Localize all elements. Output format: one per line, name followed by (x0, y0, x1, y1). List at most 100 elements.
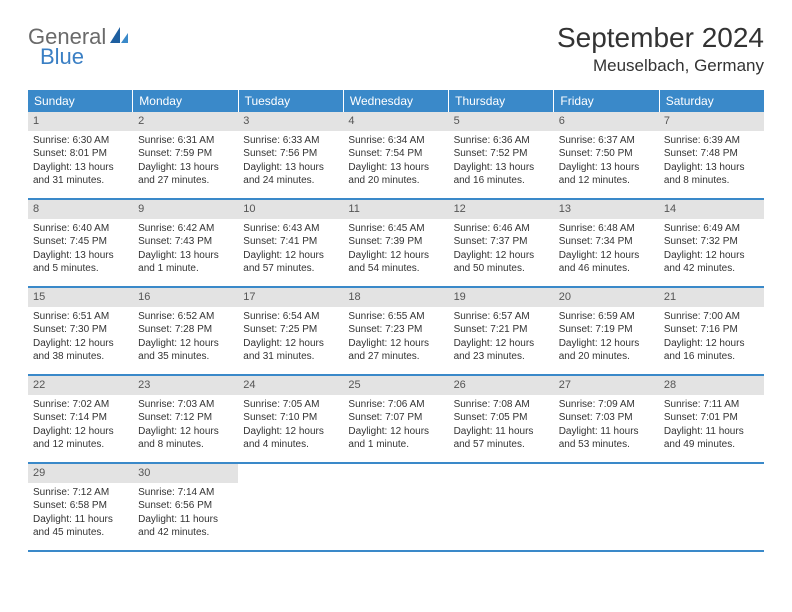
sunset-line: Sunset: 7:12 PM (138, 411, 233, 425)
logo-text-blue-wrap: Blue (40, 44, 84, 70)
daylight-line: Daylight: 12 hours and 20 minutes. (559, 337, 654, 364)
daylight-line: Daylight: 12 hours and 50 minutes. (454, 249, 549, 276)
sunrise-line: Sunrise: 7:11 AM (664, 398, 759, 412)
sunset-line: Sunset: 7:32 PM (664, 235, 759, 249)
day-content: Sunrise: 6:42 AMSunset: 7:43 PMDaylight:… (133, 219, 238, 281)
sunrise-line: Sunrise: 6:57 AM (454, 310, 549, 324)
day-number: 24 (238, 376, 343, 395)
day-number: 20 (554, 288, 659, 307)
day-number: 25 (343, 376, 448, 395)
day-content: Sunrise: 6:57 AMSunset: 7:21 PMDaylight:… (449, 307, 554, 369)
calendar-cell-empty (343, 464, 448, 550)
calendar-cell-empty (238, 464, 343, 550)
logo-sail-icon (108, 25, 130, 50)
day-content: Sunrise: 7:11 AMSunset: 7:01 PMDaylight:… (659, 395, 764, 457)
sunset-line: Sunset: 8:01 PM (33, 147, 128, 161)
daylight-line: Daylight: 12 hours and 1 minute. (348, 425, 443, 452)
day-content: Sunrise: 6:51 AMSunset: 7:30 PMDaylight:… (28, 307, 133, 369)
calendar-cell: 14Sunrise: 6:49 AMSunset: 7:32 PMDayligh… (659, 200, 764, 286)
calendar-cell: 15Sunrise: 6:51 AMSunset: 7:30 PMDayligh… (28, 288, 133, 374)
daylight-line: Daylight: 12 hours and 23 minutes. (454, 337, 549, 364)
sunset-line: Sunset: 7:23 PM (348, 323, 443, 337)
sunset-line: Sunset: 7:16 PM (664, 323, 759, 337)
day-number: 5 (449, 112, 554, 131)
daylight-line: Daylight: 12 hours and 8 minutes. (138, 425, 233, 452)
sunset-line: Sunset: 7:54 PM (348, 147, 443, 161)
day-number: 7 (659, 112, 764, 131)
calendar-cell: 6Sunrise: 6:37 AMSunset: 7:50 PMDaylight… (554, 112, 659, 198)
sunset-line: Sunset: 7:59 PM (138, 147, 233, 161)
sunset-line: Sunset: 7:52 PM (454, 147, 549, 161)
sunset-line: Sunset: 7:14 PM (33, 411, 128, 425)
calendar-cell: 7Sunrise: 6:39 AMSunset: 7:48 PMDaylight… (659, 112, 764, 198)
sunset-line: Sunset: 7:56 PM (243, 147, 338, 161)
daylight-line: Daylight: 13 hours and 20 minutes. (348, 161, 443, 188)
day-number: 10 (238, 200, 343, 219)
sunrise-line: Sunrise: 6:43 AM (243, 222, 338, 236)
calendar-cell: 1Sunrise: 6:30 AMSunset: 8:01 PMDaylight… (28, 112, 133, 198)
daylight-line: Daylight: 13 hours and 27 minutes. (138, 161, 233, 188)
sunset-line: Sunset: 7:07 PM (348, 411, 443, 425)
day-content: Sunrise: 6:43 AMSunset: 7:41 PMDaylight:… (238, 219, 343, 281)
sunset-line: Sunset: 7:30 PM (33, 323, 128, 337)
daylight-line: Daylight: 12 hours and 54 minutes. (348, 249, 443, 276)
sunrise-line: Sunrise: 6:48 AM (559, 222, 654, 236)
sunset-line: Sunset: 7:37 PM (454, 235, 549, 249)
calendar-cell: 2Sunrise: 6:31 AMSunset: 7:59 PMDaylight… (133, 112, 238, 198)
weekday-header-cell: Wednesday (344, 90, 449, 112)
calendar-cell: 8Sunrise: 6:40 AMSunset: 7:45 PMDaylight… (28, 200, 133, 286)
sunrise-line: Sunrise: 7:00 AM (664, 310, 759, 324)
day-number: 19 (449, 288, 554, 307)
title-block: September 2024 Meuselbach, Germany (557, 22, 764, 76)
sunset-line: Sunset: 7:50 PM (559, 147, 654, 161)
daylight-line: Daylight: 11 hours and 57 minutes. (454, 425, 549, 452)
calendar-cell: 16Sunrise: 6:52 AMSunset: 7:28 PMDayligh… (133, 288, 238, 374)
location: Meuselbach, Germany (557, 56, 764, 76)
day-content: Sunrise: 6:40 AMSunset: 7:45 PMDaylight:… (28, 219, 133, 281)
day-number: 29 (28, 464, 133, 483)
sunrise-line: Sunrise: 7:12 AM (33, 486, 128, 500)
calendar-row: 1Sunrise: 6:30 AMSunset: 8:01 PMDaylight… (28, 112, 764, 200)
daylight-line: Daylight: 12 hours and 31 minutes. (243, 337, 338, 364)
month-title: September 2024 (557, 22, 764, 54)
calendar-row: 8Sunrise: 6:40 AMSunset: 7:45 PMDaylight… (28, 200, 764, 288)
daylight-line: Daylight: 13 hours and 16 minutes. (454, 161, 549, 188)
day-content: Sunrise: 6:30 AMSunset: 8:01 PMDaylight:… (28, 131, 133, 193)
day-number: 26 (449, 376, 554, 395)
day-number: 6 (554, 112, 659, 131)
day-content: Sunrise: 7:12 AMSunset: 6:58 PMDaylight:… (28, 483, 133, 545)
weekday-header-cell: Saturday (660, 90, 764, 112)
calendar-cell: 30Sunrise: 7:14 AMSunset: 6:56 PMDayligh… (133, 464, 238, 550)
day-content: Sunrise: 7:14 AMSunset: 6:56 PMDaylight:… (133, 483, 238, 545)
sunrise-line: Sunrise: 7:08 AM (454, 398, 549, 412)
sunrise-line: Sunrise: 7:06 AM (348, 398, 443, 412)
daylight-line: Daylight: 11 hours and 49 minutes. (664, 425, 759, 452)
day-content: Sunrise: 6:31 AMSunset: 7:59 PMDaylight:… (133, 131, 238, 193)
daylight-line: Daylight: 12 hours and 46 minutes. (559, 249, 654, 276)
daylight-line: Daylight: 11 hours and 42 minutes. (138, 513, 233, 540)
calendar-cell-empty (659, 464, 764, 550)
day-content: Sunrise: 6:36 AMSunset: 7:52 PMDaylight:… (449, 131, 554, 193)
sunrise-line: Sunrise: 7:14 AM (138, 486, 233, 500)
day-number: 8 (28, 200, 133, 219)
day-number: 9 (133, 200, 238, 219)
daylight-line: Daylight: 12 hours and 57 minutes. (243, 249, 338, 276)
sunset-line: Sunset: 7:03 PM (559, 411, 654, 425)
weekday-header-cell: Monday (133, 90, 238, 112)
day-content: Sunrise: 6:39 AMSunset: 7:48 PMDaylight:… (659, 131, 764, 193)
day-content: Sunrise: 6:55 AMSunset: 7:23 PMDaylight:… (343, 307, 448, 369)
sunrise-line: Sunrise: 7:03 AM (138, 398, 233, 412)
day-number: 18 (343, 288, 448, 307)
weekday-header-cell: Sunday (28, 90, 133, 112)
daylight-line: Daylight: 13 hours and 8 minutes. (664, 161, 759, 188)
day-number: 16 (133, 288, 238, 307)
day-content: Sunrise: 7:06 AMSunset: 7:07 PMDaylight:… (343, 395, 448, 457)
sunrise-line: Sunrise: 6:45 AM (348, 222, 443, 236)
calendar: SundayMondayTuesdayWednesdayThursdayFrid… (28, 90, 764, 552)
day-content: Sunrise: 6:46 AMSunset: 7:37 PMDaylight:… (449, 219, 554, 281)
sunset-line: Sunset: 6:58 PM (33, 499, 128, 513)
calendar-cell-empty (554, 464, 659, 550)
daylight-line: Daylight: 12 hours and 4 minutes. (243, 425, 338, 452)
day-number: 2 (133, 112, 238, 131)
sunrise-line: Sunrise: 6:39 AM (664, 134, 759, 148)
